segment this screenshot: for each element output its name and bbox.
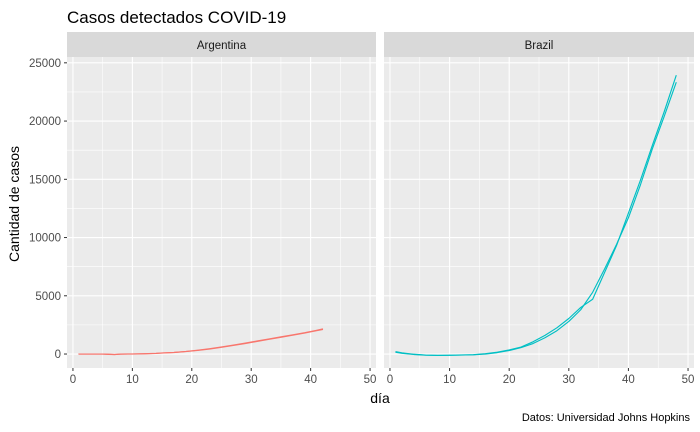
- x-tick-label: 10: [443, 374, 456, 386]
- x-tick-label: 40: [622, 374, 635, 386]
- x-tick-label: 0: [387, 374, 393, 386]
- y-tick-label: 5000: [35, 291, 61, 303]
- x-tick-label: 30: [245, 374, 258, 386]
- y-axis-title: Cantidad de casos: [6, 146, 22, 262]
- strip-argentina: [67, 32, 376, 57]
- series-line-brazil-2: [395, 75, 677, 356]
- x-tick-label: 40: [304, 374, 317, 386]
- panels-layer: Argentina 0 10 20 30 40 50 Brazil 0 10 20 30 40 50 0 50…: [29, 32, 694, 386]
- y-tick-label: 10000: [29, 233, 61, 245]
- x-tick-label: 30: [562, 374, 575, 386]
- strip-label-argentina: Argentina: [197, 40, 247, 52]
- y-tick-label: 0: [55, 349, 61, 361]
- x-axis-title: día: [370, 390, 390, 406]
- y-tick-label: 15000: [29, 174, 61, 186]
- x-tick-label: 20: [185, 374, 198, 386]
- x-tick-label: 50: [364, 374, 377, 386]
- x-tick-label: 0: [70, 374, 76, 386]
- x-tick-label: 50: [682, 374, 695, 386]
- x-tick-label: 20: [503, 374, 516, 386]
- chart-caption: Datos: Universidad Johns Hopkins: [522, 412, 691, 424]
- y-tick-label: 20000: [29, 116, 61, 128]
- chart-title: Casos detectados COVID-19: [67, 8, 286, 27]
- strip-brazil: [384, 32, 694, 57]
- y-tick-label: 25000: [29, 58, 61, 70]
- series-line-argentina-2: [78, 328, 324, 356]
- x-tick-label: 10: [126, 374, 139, 386]
- strip-label-brazil: Brazil: [525, 40, 554, 52]
